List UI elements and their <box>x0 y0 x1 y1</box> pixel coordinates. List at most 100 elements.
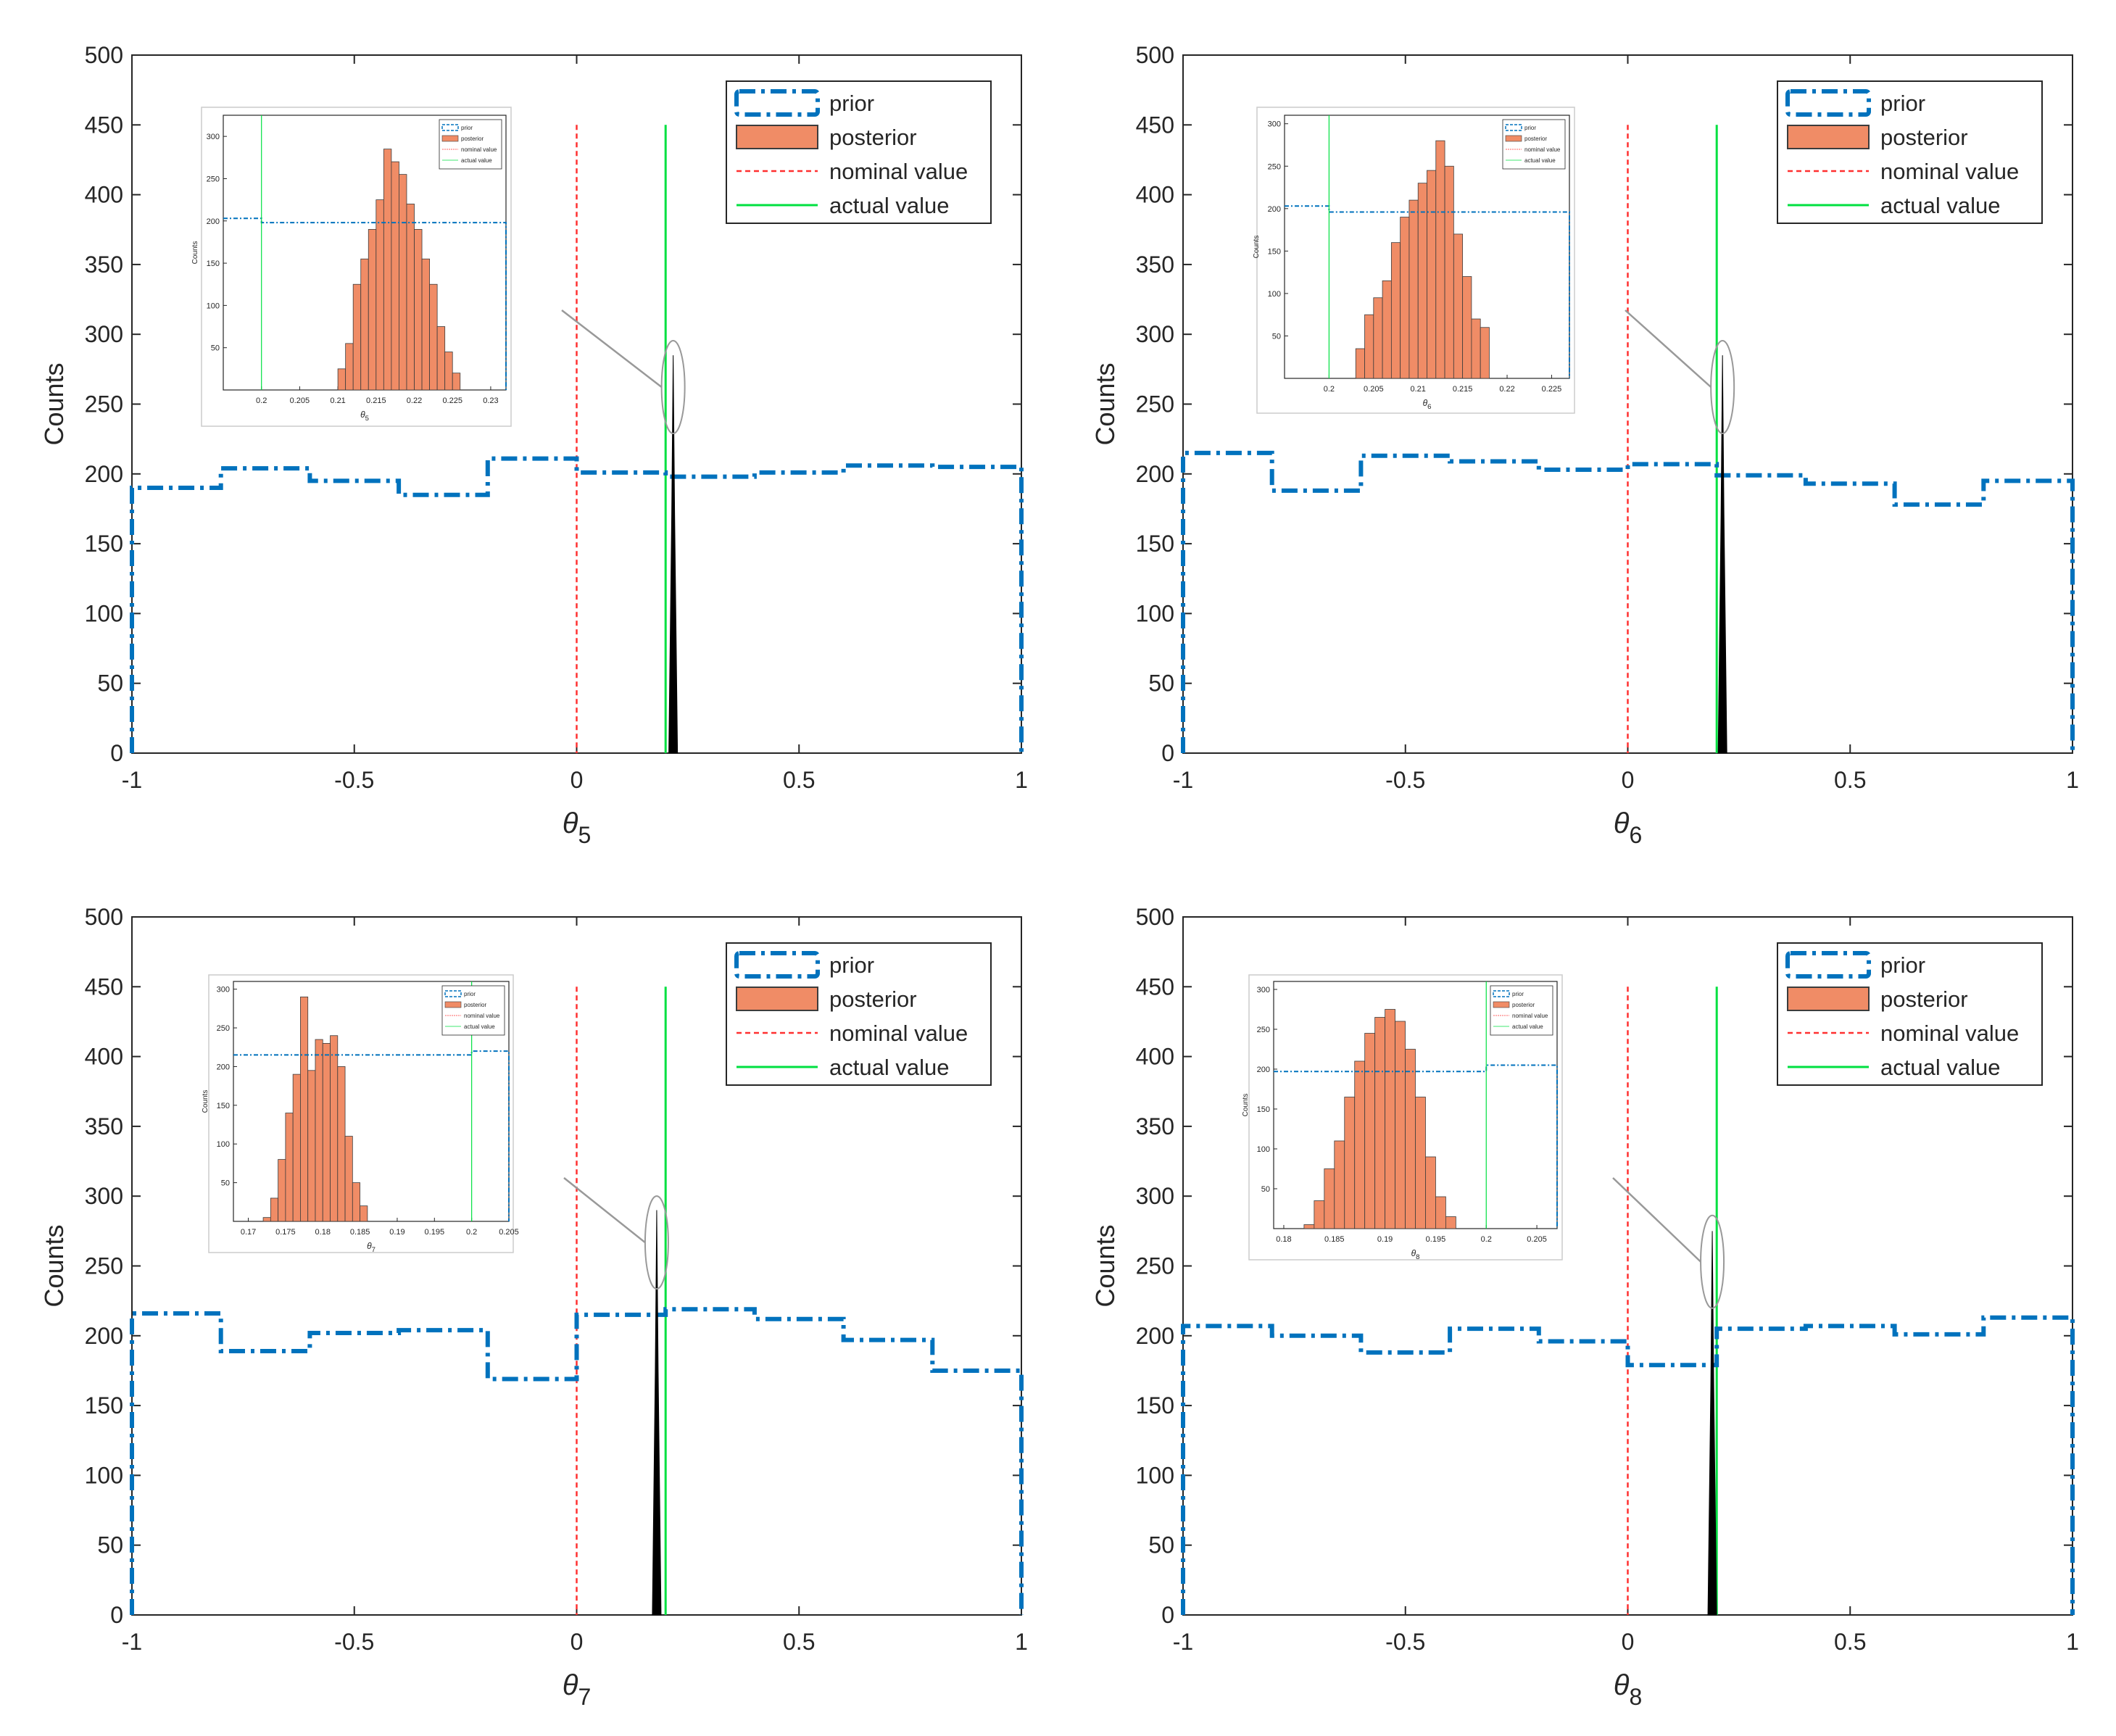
x-tick-label: 1 <box>1015 767 1028 793</box>
inset-x-tick-label: 0.23 <box>483 396 498 405</box>
legend-posterior-swatch <box>736 987 818 1011</box>
inset-legend-label: posterior <box>461 136 484 142</box>
legend-prior-swatch <box>1785 951 1871 979</box>
x-tick-label: 0.5 <box>783 767 815 793</box>
inset-legend-prior-swatch <box>444 990 462 997</box>
x-axis-label-symbol: θ <box>563 807 578 839</box>
inset-posterior-bar <box>292 1073 301 1222</box>
inset-x-axis-label: θ8 <box>1411 1248 1420 1261</box>
inset-posterior-bar <box>1471 318 1481 379</box>
inset-theta6: 50 100 150 200 250 300 0.2 0.205 0.21 0.215 0.22 0.… <box>1253 107 1575 414</box>
inset-x-axis-label-subscript: 6 <box>1427 403 1431 411</box>
inset-y-tick-label: 250 <box>217 1024 230 1033</box>
y-tick-label: 400 <box>85 1044 123 1070</box>
inset-x-tick-label: 0.205 <box>1527 1235 1547 1244</box>
inset-posterior-bar <box>1324 1168 1335 1229</box>
y-tick-label: 200 <box>1136 461 1174 487</box>
inset-posterior-bar <box>368 229 377 391</box>
inset-legend-posterior-swatch <box>444 1001 462 1008</box>
inset-posterior-bar <box>307 1070 316 1222</box>
x-tick-label: 0 <box>571 1629 584 1655</box>
inset-posterior-bar <box>399 174 407 391</box>
inset-posterior-bar <box>1453 233 1464 379</box>
y-tick-label: 200 <box>85 461 123 487</box>
y-tick-label: 500 <box>1136 904 1174 930</box>
x-tick-label: -1 <box>122 1629 142 1655</box>
x-tick-label: 0.5 <box>783 1629 815 1655</box>
y-tick-label: 250 <box>1136 391 1174 418</box>
inset-x-tick-label: 0.18 <box>315 1228 331 1237</box>
legend-posterior-swatch <box>736 125 818 149</box>
inset-posterior-bar <box>1355 348 1365 379</box>
y-tick-label: 50 <box>97 1532 123 1558</box>
inset-legend-label: prior <box>1524 125 1536 131</box>
inset-legend-label: prior <box>461 125 473 131</box>
x-axis-label-subscript: 6 <box>1629 822 1642 848</box>
prior-histogram <box>130 1307 1024 1615</box>
inset-legend-prior-swatch <box>1493 990 1510 997</box>
inset-legend-prior-swatch <box>1505 124 1522 131</box>
inset-y-tick-label: 300 <box>1257 986 1270 994</box>
inset-x-tick-label: 0.2 <box>1481 1235 1492 1244</box>
inset-x-tick-label: 0.205 <box>499 1228 519 1237</box>
legend-label: prior <box>829 91 874 116</box>
x-tick-label: -1 <box>122 767 142 793</box>
y-tick-label: 400 <box>85 182 123 208</box>
inset-posterior-bar <box>285 1113 294 1222</box>
legend: prior posterior nominal value actual value <box>1777 942 2043 1086</box>
inset-legend-posterior-swatch <box>441 135 459 142</box>
inset-y-tick-label: 50 <box>211 344 220 353</box>
inset-y-tick-label: 150 <box>217 1102 230 1110</box>
inset-x-tick-label: 0.2 <box>466 1228 477 1237</box>
inset-posterior-bar <box>315 1039 323 1222</box>
inset-x-tick-label: 0.225 <box>1542 385 1562 394</box>
y-axis-label: Counts <box>1090 362 1120 445</box>
legend-box <box>1777 80 2043 224</box>
x-axis-label-subscript: 8 <box>1629 1684 1642 1710</box>
inset-posterior-bar <box>1334 1140 1345 1229</box>
inset-y-tick-label: 250 <box>1268 162 1281 171</box>
inset-posterior-bar <box>1480 327 1490 379</box>
inset-y-tick-label: 50 <box>1272 332 1281 341</box>
x-tick-label: 0 <box>1622 767 1635 793</box>
inset-x-tick-label: 0.2 <box>1324 385 1335 394</box>
inset-posterior-bar <box>1364 1033 1376 1229</box>
legend-label: actual value <box>1880 193 2000 218</box>
legend-label: actual value <box>829 1055 949 1080</box>
y-tick-label: 500 <box>85 904 123 930</box>
inset-posterior-bar <box>300 996 309 1222</box>
y-tick-label: 200 <box>85 1323 123 1349</box>
inset-y-tick-label: 300 <box>207 133 220 141</box>
legend-label: posterior <box>1880 125 1968 150</box>
inset-posterior-bar <box>1390 242 1401 379</box>
legend-label: actual value <box>1880 1055 2000 1080</box>
legend-label: prior <box>1880 952 1925 978</box>
y-tick-label: 450 <box>85 973 123 1000</box>
inset-y-tick-label: 200 <box>217 1063 230 1071</box>
inset-posterior-bar <box>1462 276 1472 379</box>
inset-posterior-bar <box>1344 1097 1356 1229</box>
legend-label: prior <box>1880 91 1925 116</box>
inset-legend-label: nominal value <box>1512 1013 1548 1019</box>
inset-posterior-bar <box>452 373 461 391</box>
inset-y-tick-label: 100 <box>1268 290 1281 299</box>
inset-x-axis-label-symbol: θ <box>1411 1248 1416 1258</box>
inset-x-axis-label: θ6 <box>1423 398 1432 411</box>
inset-x-axis-label-subscript: 8 <box>1416 1253 1419 1261</box>
inset-x-axis-label: θ7 <box>367 1241 376 1254</box>
inset-posterior-bar <box>1427 170 1437 379</box>
inset-posterior-bar <box>436 326 446 391</box>
inset-y-tick-label: 50 <box>1261 1185 1270 1194</box>
legend-label: posterior <box>829 125 917 150</box>
y-axis-label: Counts <box>39 362 69 445</box>
legend-label: nominal value <box>1880 1021 2019 1046</box>
inset-posterior-bar <box>278 1159 286 1222</box>
y-tick-label: 400 <box>1136 182 1174 208</box>
legend-label: nominal value <box>829 159 968 184</box>
y-tick-label: 250 <box>85 1253 123 1279</box>
inset-posterior-bar <box>360 258 369 391</box>
inset-y-tick-label: 100 <box>207 302 220 310</box>
